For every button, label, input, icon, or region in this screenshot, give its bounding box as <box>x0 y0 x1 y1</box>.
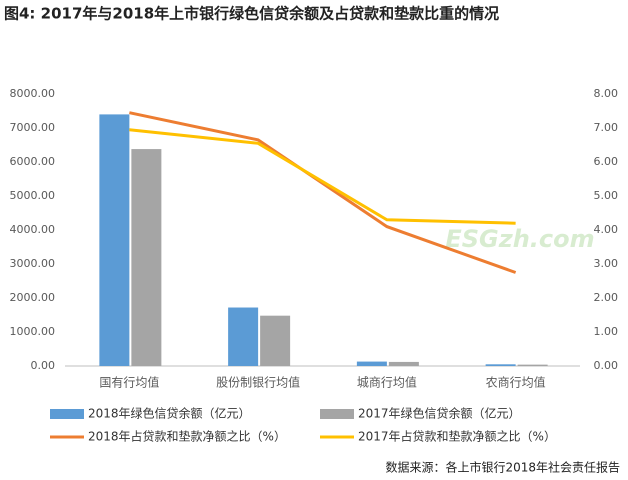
y-tick-label: 2000.00 <box>10 291 56 304</box>
y-tick-label: 6000.00 <box>10 155 56 168</box>
y2-tick-label: 0.00 <box>594 359 619 372</box>
bar <box>388 361 419 366</box>
chart-title: 图4: 2017年与2018年上市银行绿色信贷余额及占贷款和垫款比重的情况 <box>4 5 499 23</box>
source: 数据来源：各上市银行2018年社会责任报告 <box>385 460 620 475</box>
y-tick-label: 8000.00 <box>10 87 56 100</box>
y2-tick-label: 4.00 <box>594 223 619 236</box>
watermark: ESGzh.com <box>445 225 594 253</box>
y2-tick-label: 1.00 <box>594 325 619 338</box>
y2-tick-label: 8.00 <box>594 87 619 100</box>
x-tick-label: 城商行均值 <box>357 375 417 390</box>
y-tick-label: 7000.00 <box>10 121 56 134</box>
legend-label: 2017年绿色信贷余额（亿元） <box>358 406 521 421</box>
bar <box>228 307 259 366</box>
bar <box>485 364 516 366</box>
legend-label: 2017年占贷款和垫款净额之比（%） <box>358 429 556 444</box>
y2-tick-label: 3.00 <box>594 257 619 270</box>
y2-tick-label: 5.00 <box>594 189 619 202</box>
line <box>129 128 516 225</box>
bar <box>99 114 130 367</box>
legend-swatch <box>320 409 354 419</box>
legend-swatch <box>50 409 84 419</box>
legend-label: 2018年占贷款和垫款净额之比（%） <box>88 429 286 444</box>
legend-label: 2018年绿色信贷余额（亿元） <box>88 406 251 421</box>
y-tick-label: 0.00 <box>31 359 56 372</box>
y-tick-label: 4000.00 <box>10 223 56 236</box>
y2-tick-label: 6.00 <box>594 155 619 168</box>
bar <box>260 315 291 366</box>
y-tick-label: 1000.00 <box>10 325 56 338</box>
x-tick-label: 农商行均值 <box>486 375 546 390</box>
bar <box>131 149 162 366</box>
y2-tick-label: 2.00 <box>594 291 619 304</box>
bar <box>356 361 387 366</box>
y-tick-label: 5000.00 <box>10 189 56 202</box>
y2-tick-label: 7.00 <box>594 121 619 134</box>
x-tick-label: 股份制银行均值 <box>216 375 300 390</box>
x-tick-label: 国有行均值 <box>99 375 159 390</box>
y-tick-label: 3000.00 <box>10 257 56 270</box>
bar <box>517 364 548 366</box>
